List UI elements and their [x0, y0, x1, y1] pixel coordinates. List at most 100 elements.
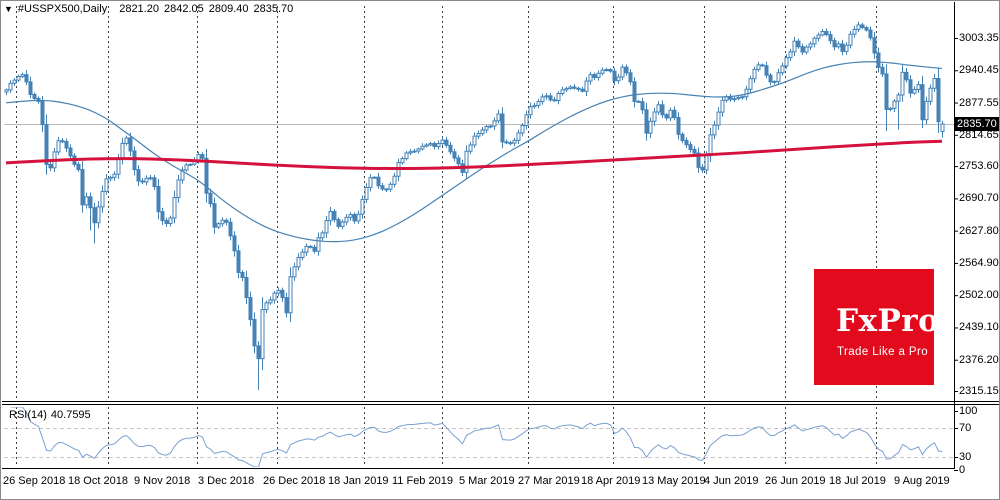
candle-body — [276, 289, 281, 294]
candle-body — [176, 179, 181, 198]
candle-body — [244, 276, 249, 299]
candle-body — [388, 183, 393, 190]
candle-body — [200, 154, 205, 159]
candle-body — [168, 217, 173, 225]
candle-body — [712, 124, 717, 136]
candle-body — [268, 299, 273, 304]
candle-body — [204, 157, 209, 194]
candle-body — [532, 104, 537, 108]
candle-body — [516, 132, 521, 141]
candle-body — [376, 176, 381, 187]
candle-body — [332, 210, 337, 221]
candle-body — [556, 92, 561, 101]
date-axis-label: 3 Dec 2018 — [198, 475, 255, 487]
candle-body — [456, 157, 461, 165]
candle-body — [496, 113, 501, 122]
candle-body — [20, 74, 25, 78]
candle-body — [932, 78, 937, 89]
candle-body — [180, 169, 185, 181]
candle-body — [624, 66, 629, 74]
price-axis-label: 2376.20 — [959, 354, 999, 366]
candle-body — [912, 89, 917, 94]
date-axis-label: 5 Mar 2019 — [459, 475, 515, 487]
candle-body — [128, 137, 133, 152]
candle-body — [868, 29, 873, 39]
candle-body — [852, 28, 857, 35]
candle-body — [112, 173, 117, 178]
candle-body — [256, 345, 261, 360]
rsi-line — [10, 407, 943, 467]
candle-body — [656, 104, 661, 113]
candle-body — [300, 251, 305, 259]
date-axis-label: 18 Oct 2018 — [68, 475, 128, 487]
candle-body — [360, 198, 365, 215]
candle-body — [352, 214, 357, 222]
candle-body — [768, 74, 773, 83]
candle-body — [636, 100, 641, 103]
candle-body — [84, 196, 89, 206]
candle-body — [328, 210, 333, 222]
candle-body — [68, 147, 73, 157]
price-axis-label: 2940.45 — [959, 64, 999, 76]
candle-body — [584, 80, 589, 92]
candle-body — [632, 81, 637, 102]
candle-body — [652, 111, 657, 122]
candle-body — [252, 319, 257, 347]
chart-marker-icon: ▼ — [4, 4, 13, 14]
candle-body — [800, 46, 805, 53]
candle-body — [136, 169, 141, 182]
candle-body — [752, 68, 757, 80]
candle-body — [904, 71, 909, 81]
candle-body — [936, 78, 941, 123]
candle-body — [144, 177, 149, 183]
candle-body — [124, 137, 129, 144]
price-axis-label: 3003.35 — [959, 32, 999, 44]
candle-body — [512, 139, 517, 144]
candle-body — [812, 37, 817, 45]
candle-body — [64, 141, 69, 149]
candle-body — [788, 51, 793, 59]
candle-body — [356, 213, 361, 222]
candle-body — [116, 158, 121, 175]
rsi-indicator-label: RSI(14) 40.7595 — [9, 409, 95, 421]
candle-body — [412, 150, 417, 153]
ma-slow-line — [5, 139, 943, 170]
candle-body — [408, 151, 413, 154]
date-axis-label: 4 Jun 2019 — [704, 475, 759, 487]
candle-body — [132, 150, 137, 171]
candle-body — [248, 297, 253, 321]
candle-body — [216, 223, 221, 228]
rsi-current-value: 40.7595 — [50, 409, 91, 421]
candle-body — [420, 145, 425, 150]
candle-body — [220, 219, 225, 225]
candle-body — [568, 86, 573, 89]
candle-body — [428, 143, 433, 146]
candle-body — [688, 144, 693, 150]
candle-body — [476, 133, 481, 137]
candle-body — [336, 219, 341, 227]
date-axis-label: 13 May 2019 — [642, 475, 706, 487]
candle-body — [748, 78, 753, 90]
rsi-axis-label: 0 — [959, 464, 966, 476]
candle-body — [872, 37, 877, 54]
candle-body — [12, 79, 17, 84]
candle-body — [16, 76, 21, 81]
candle-body — [320, 232, 325, 239]
candle-body — [308, 245, 313, 248]
candle-body — [564, 87, 569, 91]
candle-body — [344, 216, 349, 223]
candle-body — [140, 180, 145, 183]
price-axis-label: 2502.00 — [959, 289, 999, 301]
candle-body — [284, 297, 289, 314]
candle-body — [312, 246, 317, 252]
candlestick-series — [4, 21, 945, 391]
candle-body — [88, 196, 93, 209]
pane-borders — [2, 2, 999, 469]
candle-body — [224, 219, 229, 223]
candle-body — [520, 124, 525, 134]
candle-body — [888, 107, 893, 110]
candle-body — [484, 125, 489, 131]
candle-body — [784, 57, 789, 67]
